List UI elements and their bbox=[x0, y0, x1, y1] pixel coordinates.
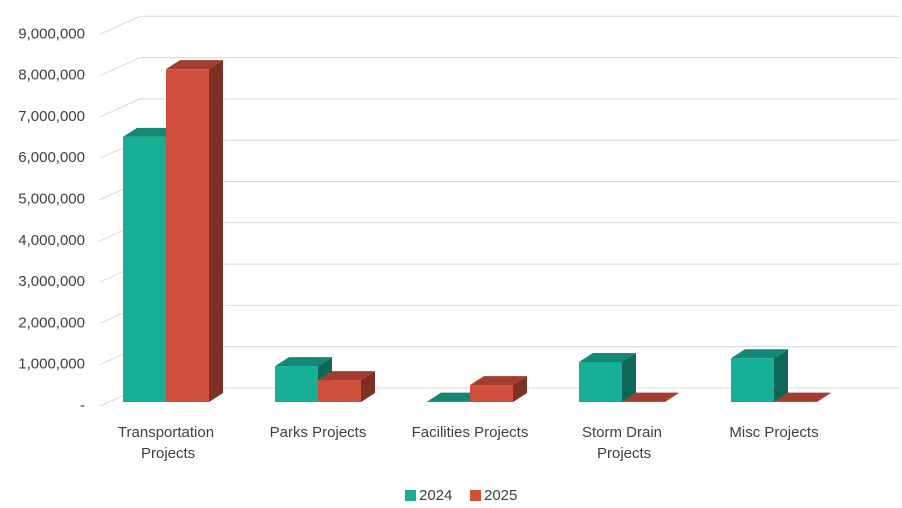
grid-line bbox=[99, 57, 900, 77]
legend-swatch bbox=[405, 490, 416, 501]
bar-side bbox=[361, 371, 375, 402]
bar-side bbox=[513, 376, 527, 402]
x-tick-label: Storm Drain Projects bbox=[582, 424, 662, 462]
bar bbox=[470, 376, 527, 402]
bar-side bbox=[774, 349, 788, 402]
y-tick-label: 7,000,000 bbox=[18, 108, 85, 125]
legend-swatch bbox=[470, 490, 481, 501]
legend-label: 2024 bbox=[419, 487, 452, 504]
bar-top bbox=[470, 376, 527, 386]
bar-top bbox=[427, 392, 484, 402]
bar-top bbox=[275, 357, 332, 367]
bar-front bbox=[470, 385, 513, 402]
y-tick-label: 5,000,000 bbox=[18, 190, 85, 207]
y-tick-label: 3,000,000 bbox=[18, 273, 85, 290]
bar-side bbox=[665, 392, 679, 402]
y-tick-label: 4,000,000 bbox=[18, 232, 85, 249]
legend-label: 2025 bbox=[484, 487, 517, 504]
grid-line bbox=[99, 15, 900, 35]
y-tick-label: 2,000,000 bbox=[18, 314, 85, 331]
bar-front bbox=[166, 69, 209, 402]
bar bbox=[318, 371, 375, 402]
y-tick-label: 8,000,000 bbox=[18, 67, 85, 84]
bar-front bbox=[579, 361, 622, 402]
bar-top bbox=[622, 392, 679, 402]
y-tick-label: - bbox=[80, 397, 85, 414]
y-tick-label: 6,000,000 bbox=[18, 149, 85, 166]
grid-line bbox=[99, 98, 900, 118]
bar-front bbox=[318, 380, 361, 402]
bar-top bbox=[579, 352, 636, 362]
bar bbox=[166, 60, 223, 402]
bar-top bbox=[318, 371, 375, 381]
bar-front bbox=[731, 358, 774, 402]
bar bbox=[622, 392, 679, 402]
y-tick-label: 1,000,000 bbox=[18, 356, 85, 373]
bar-front bbox=[123, 136, 166, 402]
bar-top bbox=[774, 392, 831, 402]
x-tick-label: Facilities Projects bbox=[412, 424, 529, 441]
x-tick-label: Misc Projects bbox=[729, 424, 818, 441]
y-tick-label: 9,000,000 bbox=[18, 25, 85, 42]
bar bbox=[579, 352, 636, 402]
x-tick-label: Transportation Projects bbox=[118, 424, 214, 462]
bar-side bbox=[817, 392, 831, 402]
bar-side bbox=[622, 352, 636, 402]
bar-top bbox=[731, 349, 788, 359]
bar-side bbox=[209, 60, 223, 402]
bar-front bbox=[275, 366, 318, 402]
x-tick-label: Parks Projects bbox=[270, 424, 367, 441]
bar bbox=[731, 349, 788, 402]
bar bbox=[774, 392, 831, 402]
bar-top bbox=[166, 60, 223, 70]
bar-top bbox=[123, 127, 180, 137]
